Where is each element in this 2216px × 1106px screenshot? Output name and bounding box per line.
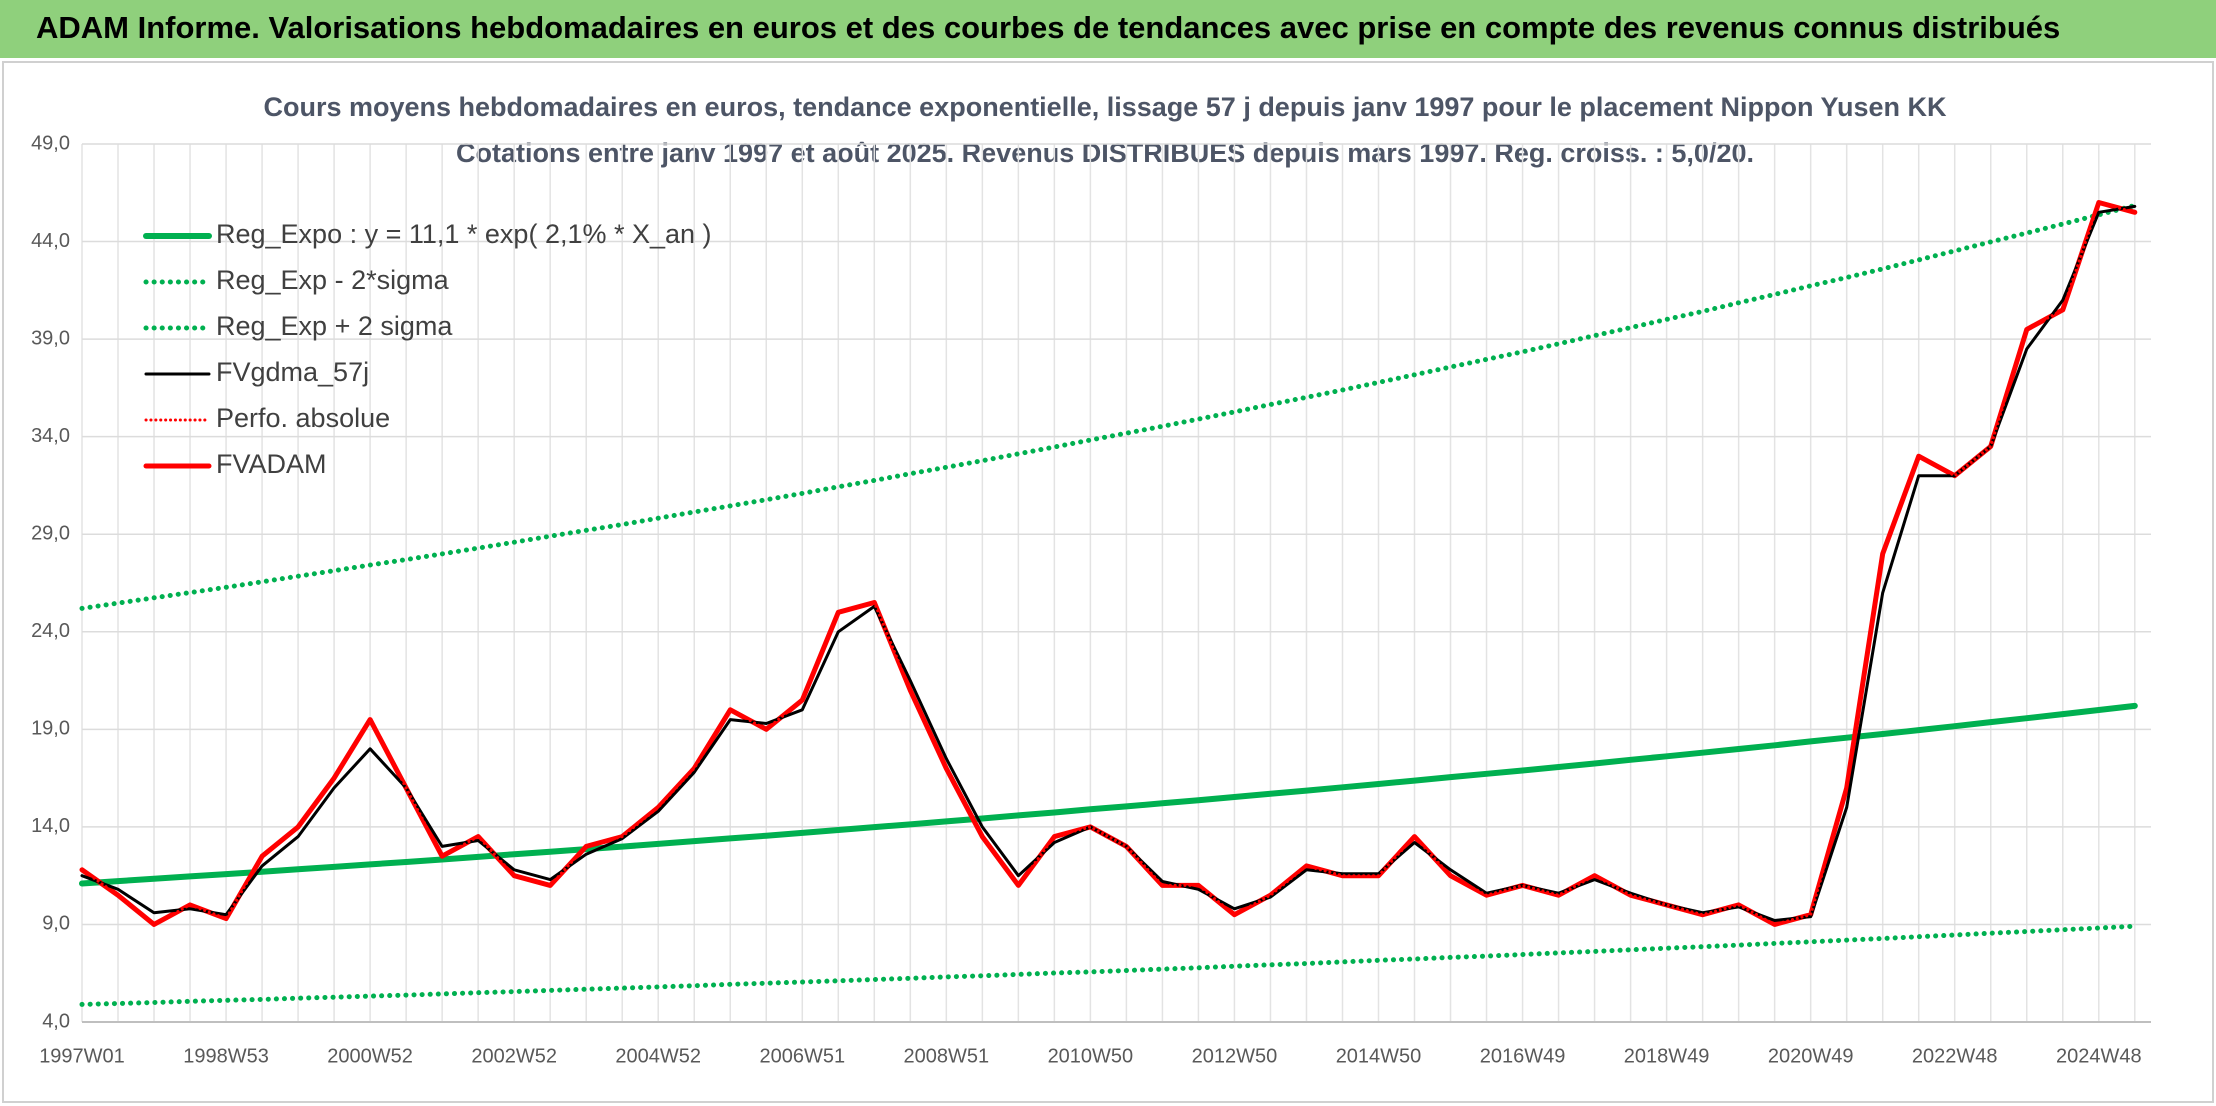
x-tick-label: 2016W49 [1480,1045,1566,1067]
y-tick-label: 14,0 [31,815,70,837]
series-line [79,923,2138,1007]
y-tick-label: 39,0 [31,327,70,349]
legend-label: FVgdma_57j [216,357,369,387]
series-line [79,702,2138,887]
x-tick-label: 2008W51 [904,1045,990,1067]
x-tick-label: 2024W48 [2056,1045,2142,1067]
chart-frame [2,61,2214,1103]
x-tick-label: 2022W48 [1912,1045,1998,1067]
x-tick-label: 2004W52 [615,1045,701,1067]
series-line [79,203,2138,611]
legend-label: Reg_Exp + 2 sigma [216,311,453,341]
series-line [80,201,2137,926]
y-tick-label: 19,0 [31,718,70,740]
x-tick-label: 2002W52 [471,1045,557,1067]
y-tick-label: 24,0 [31,620,70,642]
x-tick-label: 1998W53 [183,1045,269,1067]
y-tick-label: 29,0 [31,523,70,545]
y-tick-label: 4,0 [42,1010,70,1032]
y-tick-label: 34,0 [31,425,70,447]
x-tick-label: 2018W49 [1624,1045,1710,1067]
y-tick-label: 49,0 [31,132,70,154]
x-tick-label: 2000W52 [327,1045,413,1067]
y-tick-label: 9,0 [42,913,70,935]
legend-label: Perfo. absolue [216,403,390,433]
x-tick-label: 2020W49 [1768,1045,1854,1067]
x-tick-label: 2012W50 [1192,1045,1278,1067]
y-tick-label: 44,0 [31,230,70,252]
chart-subtitle: Cotations entre janv 1997 et août 2025. … [456,138,1754,168]
x-tick-label: 1997W01 [39,1045,125,1067]
header-bar [0,0,2216,58]
legend-label: FVADAM [216,449,327,479]
x-tick-label: 2006W51 [759,1045,845,1067]
page-title: ADAM Informe. Valorisations hebdomadaire… [36,10,2060,45]
legend-label: Reg_Exp - 2*sigma [216,265,450,295]
legend-label: Reg_Expo : y = 11,1 * exp( 2,1% * X_an ) [216,219,712,249]
x-tick-label: 2010W50 [1048,1045,1134,1067]
chart-title: Cours moyens hebdomadaires en euros, ten… [263,92,1947,122]
x-tick-label: 2014W50 [1336,1045,1422,1067]
